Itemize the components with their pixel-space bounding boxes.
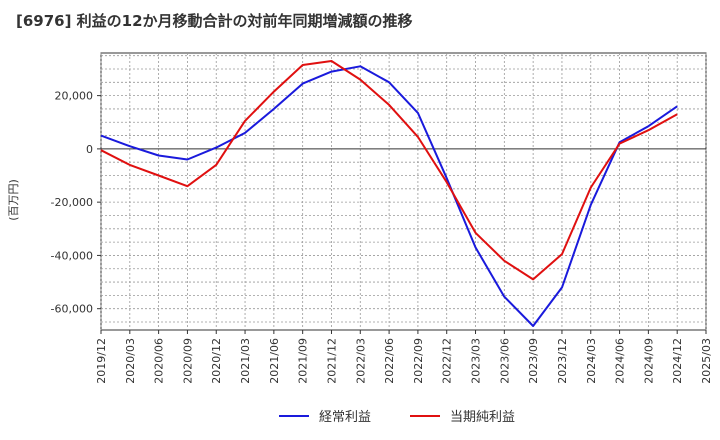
y-tick-label: -40,000	[51, 249, 93, 262]
series-line-ordinary-profit	[100, 65, 678, 327]
legend-label: 当期純利益	[450, 410, 515, 425]
x-tick-label: 2020/03	[124, 338, 137, 384]
x-tick-label: 2021/06	[268, 338, 281, 384]
x-tick-label: 2024/06	[614, 338, 627, 384]
legend: 経常利益 当期純利益	[279, 410, 515, 425]
x-tick-label: 2023/06	[498, 338, 511, 384]
x-tick-label: 2022/12	[441, 338, 454, 384]
y-tick-label: -60,000	[51, 303, 93, 316]
series-line-net-income	[100, 60, 678, 281]
x-tick-label: 2023/12	[556, 338, 569, 384]
x-tick-label: 2022/03	[354, 338, 367, 384]
x-tick-label: 2023/09	[527, 338, 540, 384]
chart-title: [6976] 利益の12か月移動合計の対前年同期増減額の推移	[16, 12, 413, 30]
legend-label: 経常利益	[319, 410, 371, 425]
x-tick-label: 2021/03	[239, 338, 252, 384]
grid-lines	[100, 53, 707, 330]
y-axis-label: (百万円)	[7, 179, 20, 221]
x-tick-label: 2022/06	[383, 338, 396, 384]
plot-frame	[100, 52, 707, 331]
x-axis-ticks: 2019/12 2020/03 2020/06 2020/09 2020/12 2021/…	[95, 330, 713, 384]
x-tick-label: 2021/09	[297, 338, 310, 384]
x-tick-label: 2024/09	[642, 338, 655, 384]
x-tick-label: 2024/03	[585, 338, 598, 384]
x-tick-label: 2023/03	[470, 338, 483, 384]
y-axis-ticks: 20,000 0 -20,000 -40,000 -60,000	[51, 90, 101, 316]
x-tick-label: 2025/03	[700, 338, 713, 384]
y-tick-label: 20,000	[55, 90, 94, 103]
x-tick-label: 2021/12	[325, 338, 338, 384]
x-tick-label: 2020/06	[153, 338, 166, 384]
series-layer	[100, 60, 678, 327]
y-tick-label: -20,000	[51, 196, 93, 209]
x-tick-label: 2022/09	[412, 338, 425, 384]
y-tick-label: 0	[86, 143, 93, 156]
x-tick-label: 2020/12	[210, 338, 223, 384]
x-tick-label: 2020/09	[181, 338, 194, 384]
x-tick-label: 2024/12	[671, 338, 684, 384]
x-tick-label: 2019/12	[95, 338, 108, 384]
plot-background	[100, 52, 707, 331]
